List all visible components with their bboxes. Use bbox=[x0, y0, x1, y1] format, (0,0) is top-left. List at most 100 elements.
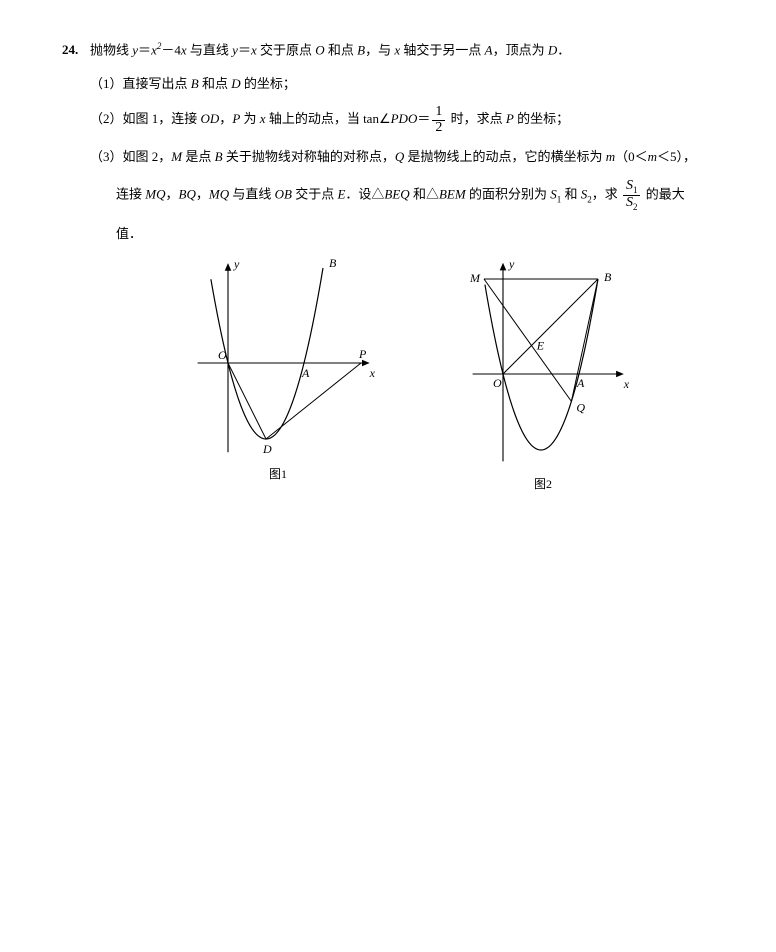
stem-s3: 交于原点 bbox=[257, 42, 316, 57]
part-3-line3: 值． bbox=[116, 222, 726, 245]
stem-B: B bbox=[357, 42, 365, 57]
p3-Q: Q bbox=[395, 149, 404, 164]
stem-s4: 和点 bbox=[325, 42, 358, 57]
p2-fn: 1 bbox=[432, 105, 445, 121]
p3-fdS: S bbox=[626, 195, 633, 210]
svg-text:Q: Q bbox=[576, 400, 585, 414]
svg-text:O: O bbox=[493, 376, 502, 390]
part-3-line2: 连接 MQ，BQ，MQ 与直线 OB 交于点 E．设△BEQ 和△BEM 的面积… bbox=[116, 179, 726, 212]
stem-s6: 轴交于另一点 bbox=[400, 42, 485, 57]
p3-fd: S2 bbox=[623, 196, 641, 212]
p3-p: ，求 bbox=[592, 187, 621, 202]
p3-MQ: MQ bbox=[145, 187, 165, 202]
figure-1-wrap: x y O A B D P 图1 bbox=[173, 258, 383, 496]
svg-text:M: M bbox=[469, 271, 481, 285]
p2-d: 轴上的动点，当 tan∠ bbox=[266, 111, 391, 126]
stem-D: D bbox=[548, 42, 557, 57]
p1-D: D bbox=[231, 76, 240, 91]
svg-text:E: E bbox=[536, 338, 545, 352]
p2-frac: 12 bbox=[432, 105, 445, 135]
p3-MQ2: MQ bbox=[209, 187, 229, 202]
p2-c: 为 bbox=[240, 111, 260, 126]
p3-k: 交于点 bbox=[292, 187, 338, 202]
p2-OD: OD bbox=[201, 111, 220, 126]
p3-M: M bbox=[171, 149, 182, 164]
p3-BEQ: BEQ bbox=[384, 187, 409, 202]
p2-PDO: PDO bbox=[391, 111, 418, 126]
p2-e: ＝ bbox=[417, 111, 430, 126]
svg-text:D: D bbox=[262, 442, 272, 456]
problem-24: 24. 抛物线 y＝x2－4x 与直线 y＝x 交于原点 O 和点 B，与 x … bbox=[62, 38, 726, 495]
p3-i: ， bbox=[196, 187, 209, 202]
svg-text:B: B bbox=[329, 258, 337, 270]
figure-1: x y O A B D P bbox=[173, 258, 383, 458]
figure-1-caption: 图1 bbox=[173, 464, 383, 486]
stem-eq2: ＝ bbox=[238, 42, 251, 57]
stem-s8: ． bbox=[557, 42, 570, 57]
p3-o: 和 bbox=[561, 187, 581, 202]
p3-h: ， bbox=[165, 187, 178, 202]
figures-row: x y O A B D P 图1 x y O A B M Q E 图2 bbox=[90, 258, 726, 496]
p3-m2: m bbox=[648, 149, 657, 164]
stem-text: 抛物线 bbox=[90, 42, 132, 57]
p3-OB: OB bbox=[275, 187, 292, 202]
p3-B: B bbox=[215, 149, 223, 164]
svg-text:A: A bbox=[301, 366, 310, 380]
p3-frac: S1S2 bbox=[623, 179, 641, 212]
p3-fn1: 1 bbox=[633, 185, 638, 195]
p3-j: 与直线 bbox=[229, 187, 275, 202]
p3-g: 连接 bbox=[116, 187, 145, 202]
p2-P2: P bbox=[506, 111, 514, 126]
svg-text:y: y bbox=[233, 258, 240, 271]
p2-a: （2）如图 1，连接 bbox=[90, 111, 201, 126]
stem-minus4: －4 bbox=[161, 42, 181, 57]
p1-end: 的坐标； bbox=[241, 76, 296, 91]
figure-2: x y O A B M Q E bbox=[443, 258, 643, 468]
stem-s7: ，顶点为 bbox=[493, 42, 548, 57]
p2-b: ， bbox=[219, 111, 232, 126]
p3-c: 关于抛物线对称轴的对称点， bbox=[223, 149, 395, 164]
svg-text:A: A bbox=[576, 376, 585, 390]
stem-eq: ＝ bbox=[138, 42, 151, 57]
figure-2-wrap: x y O A B M Q E 图2 bbox=[443, 258, 643, 496]
p3-f: ＜5）， bbox=[657, 149, 696, 164]
figure-2-caption: 图2 bbox=[443, 474, 643, 496]
p2-g: 的坐标； bbox=[514, 111, 569, 126]
part-3: （3）如图 2，M 是点 B 关于抛物线对称轴的对称点，Q 是抛物线上的动点，它… bbox=[90, 145, 726, 168]
stem-A: A bbox=[485, 42, 493, 57]
p3-r: 值． bbox=[116, 226, 142, 241]
p3-a: （3）如图 2， bbox=[90, 149, 171, 164]
p2-fd: 2 bbox=[432, 121, 445, 136]
p3-m: m bbox=[606, 149, 615, 164]
p3-fd2: 2 bbox=[633, 202, 638, 212]
p3-BQ: BQ bbox=[179, 187, 196, 202]
svg-text:O: O bbox=[218, 348, 227, 362]
p1-mid: 和点 bbox=[199, 76, 232, 91]
p3-l: ．设△ bbox=[345, 187, 384, 202]
problem-content: 抛物线 y＝x2－4x 与直线 y＝x 交于原点 O 和点 B，与 x 轴交于另… bbox=[90, 38, 726, 495]
svg-text:P: P bbox=[358, 347, 367, 361]
p1-a: （1）直接写出点 bbox=[90, 76, 191, 91]
svg-text:x: x bbox=[369, 366, 376, 380]
stem-O: O bbox=[315, 42, 324, 57]
svg-text:B: B bbox=[604, 270, 612, 284]
p3-n: 的面积分别为 bbox=[466, 187, 551, 202]
problem-number: 24. bbox=[62, 38, 90, 495]
p3-fnS: S bbox=[626, 178, 633, 193]
svg-text:x: x bbox=[623, 377, 630, 391]
part-2: （2）如图 1，连接 OD，P 为 x 轴上的动点，当 tan∠PDO＝12 时… bbox=[90, 105, 726, 135]
problem-stem: 抛物线 y＝x2－4x 与直线 y＝x 交于原点 O 和点 B，与 x 轴交于另… bbox=[90, 38, 726, 62]
p3-fn: S1 bbox=[623, 179, 641, 196]
p3-e: （0＜ bbox=[615, 149, 648, 164]
p2-f: 时，求点 bbox=[447, 111, 506, 126]
stem-s2: 与直线 bbox=[187, 42, 233, 57]
p3-b: 是点 bbox=[182, 149, 215, 164]
p3-BEM: BEM bbox=[439, 187, 466, 202]
p3-m3: 和△ bbox=[410, 187, 439, 202]
stem-s5: ，与 bbox=[365, 42, 394, 57]
p1-B: B bbox=[191, 76, 199, 91]
p3-q: 的最大 bbox=[642, 187, 684, 202]
part-1: （1）直接写出点 B 和点 D 的坐标； bbox=[90, 72, 726, 95]
svg-text:y: y bbox=[508, 258, 515, 271]
p3-d: 是抛物线上的动点，它的横坐标为 bbox=[404, 149, 606, 164]
